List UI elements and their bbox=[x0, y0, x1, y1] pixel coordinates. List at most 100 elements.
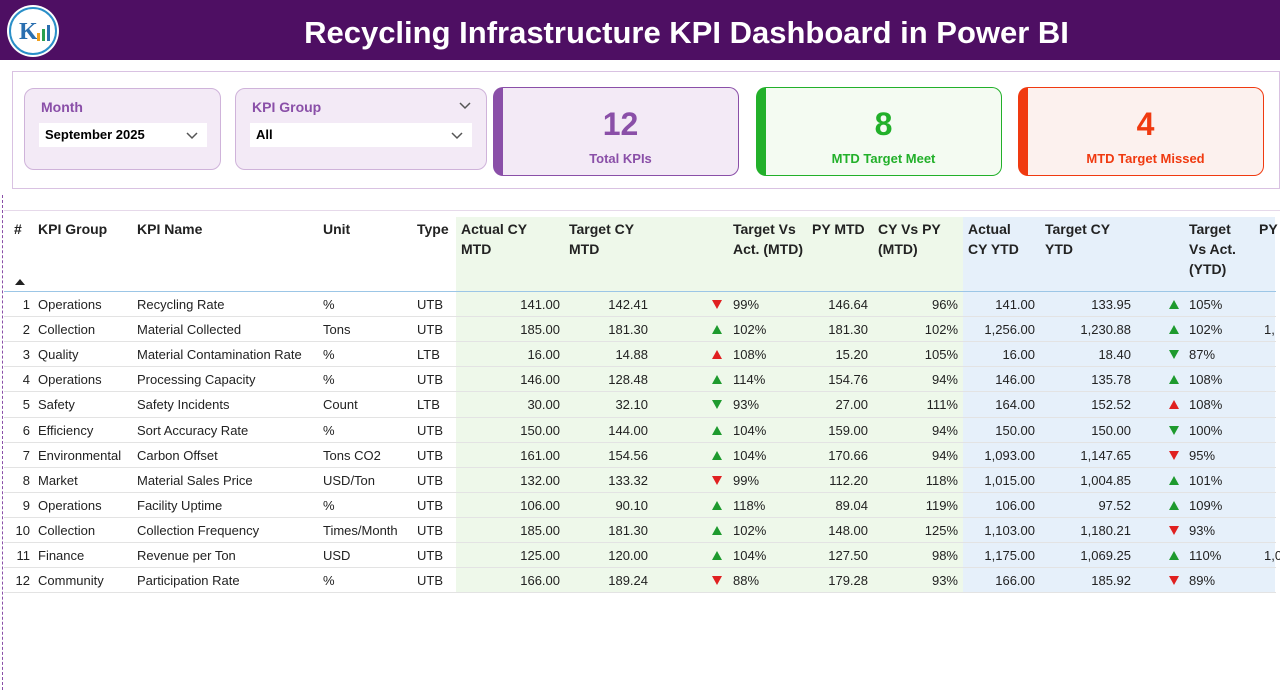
status-arrow bbox=[712, 475, 722, 485]
table-cell: 1,175.00 bbox=[984, 548, 1035, 563]
table-cell: Efficiency bbox=[38, 422, 94, 438]
table-cell: 102% bbox=[733, 522, 767, 538]
table-cell: 94% bbox=[931, 372, 958, 388]
table-cell: 164.00 bbox=[995, 397, 1035, 413]
table-cell: 30.00 bbox=[527, 397, 560, 413]
status-arrow bbox=[712, 300, 722, 309]
table-cell: 166.00 bbox=[520, 573, 560, 589]
table-cell: 179.28 bbox=[828, 573, 868, 589]
table-cell: 88% bbox=[733, 573, 760, 589]
table-cell: 93% bbox=[1189, 522, 1216, 538]
table-cell: 159.00 bbox=[828, 422, 868, 438]
table-cell: 150.00 bbox=[995, 422, 1035, 438]
table-cell: 99% bbox=[733, 472, 760, 488]
table-cell: 10 bbox=[15, 522, 30, 538]
table-cell: UTB bbox=[417, 447, 443, 463]
table-cell: 93% bbox=[931, 573, 958, 589]
column-header[interactable]: Unit bbox=[323, 221, 351, 237]
card-label: Total KPIs bbox=[589, 151, 652, 166]
table-cell: 148.00 bbox=[828, 522, 868, 538]
status-arrow bbox=[712, 425, 722, 435]
chevron bbox=[186, 132, 198, 140]
slicer-value[interactable]: September 2025 bbox=[39, 123, 207, 147]
table-cell: 185.00 bbox=[520, 322, 560, 338]
table-cell: 133.32 bbox=[608, 472, 648, 488]
column-header[interactable]: Target CY MTD bbox=[569, 221, 634, 257]
table-cell: 150.00 bbox=[520, 422, 560, 438]
table-cell: 133.95 bbox=[1091, 297, 1131, 312]
kpi-card: 12 Total KPIs bbox=[493, 87, 739, 176]
table-cell: 5 bbox=[22, 397, 30, 413]
card-label: MTD Target Meet bbox=[831, 151, 936, 166]
table-cell: 104% bbox=[733, 422, 767, 438]
table-cell: Operations bbox=[38, 297, 102, 312]
table-cell: 150.00 bbox=[1091, 422, 1131, 438]
slicer[interactable]: Month September 2025 bbox=[24, 88, 221, 170]
table-cell: UTB bbox=[417, 522, 443, 538]
table-cell: 105% bbox=[1189, 297, 1223, 312]
table-cell: 1,180.21 bbox=[1080, 522, 1131, 538]
table-cell: Operations bbox=[38, 497, 102, 513]
table-cell: 108% bbox=[1189, 372, 1223, 388]
table-cell: LTB bbox=[417, 347, 440, 363]
column-header[interactable]: # bbox=[14, 221, 22, 237]
column-header[interactable]: Target Vs Act. (MTD) bbox=[733, 221, 803, 257]
row-rule bbox=[4, 316, 1276, 318]
column-header[interactable]: Target Vs Act. (YTD) bbox=[1189, 221, 1236, 277]
table-cell: 1,069.25 bbox=[1080, 548, 1131, 563]
table-cell: 110% bbox=[1189, 548, 1222, 563]
table-cell: Facility Uptime bbox=[137, 497, 223, 513]
table-cell: 11 bbox=[16, 548, 31, 563]
column-header[interactable]: KPI Name bbox=[137, 221, 203, 237]
status-arrow bbox=[1169, 325, 1179, 335]
table-cell: 161.00 bbox=[520, 447, 560, 463]
status-arrow bbox=[712, 325, 722, 335]
table-cell: Sort Accuracy Rate bbox=[137, 422, 249, 438]
table-cell: % bbox=[323, 372, 335, 388]
table-cell: 111% bbox=[926, 397, 958, 413]
column-header[interactable]: Actual CY MTD bbox=[461, 221, 527, 257]
table-cell: UTB bbox=[417, 422, 443, 438]
table-cell: 95% bbox=[1189, 447, 1216, 463]
table-cell: Revenue per Ton bbox=[137, 548, 236, 563]
slicer[interactable]: KPI Group All bbox=[235, 88, 487, 170]
logo: K bbox=[7, 5, 59, 57]
table-cell: 166.00 bbox=[995, 573, 1035, 589]
chevron bbox=[451, 132, 463, 140]
table-cell: 93% bbox=[733, 397, 760, 413]
mtd-band bbox=[456, 217, 963, 592]
card-value: 12 bbox=[602, 106, 639, 142]
table-cell: Community bbox=[38, 573, 104, 589]
table-cell: 181.30 bbox=[608, 522, 648, 538]
table-cell: 127.50 bbox=[828, 548, 868, 563]
column-header[interactable]: CY Vs PY (MTD) bbox=[878, 221, 941, 257]
status-arrow bbox=[1169, 525, 1179, 535]
table-cell: Safety bbox=[38, 397, 75, 413]
table-cell: Material Collected bbox=[137, 322, 242, 338]
table-cell: 185.00 bbox=[520, 522, 560, 538]
table-cell: 3 bbox=[22, 347, 30, 363]
column-header[interactable]: Type bbox=[417, 221, 449, 237]
table-cell: Material Sales Price bbox=[137, 472, 253, 488]
table-cell: 16.00 bbox=[527, 347, 560, 363]
slicer-value[interactable]: All bbox=[250, 123, 472, 147]
table-cell: Tons bbox=[323, 322, 351, 338]
table-cell: UTB bbox=[417, 573, 443, 589]
row-rule bbox=[4, 516, 1276, 518]
column-header[interactable]: Actual CY YTD bbox=[968, 221, 1019, 257]
table-cell: 100% bbox=[1189, 422, 1223, 438]
table-cell: 7 bbox=[22, 447, 30, 463]
column-header[interactable]: PY MTD bbox=[812, 221, 865, 237]
column-header[interactable]: Target CY YTD bbox=[1045, 221, 1110, 257]
column-header[interactable]: KPI Group bbox=[38, 221, 108, 237]
svg-text:K: K bbox=[19, 19, 38, 45]
table-cell: 1,230.88 bbox=[1080, 322, 1131, 338]
table-cell: Times/Month bbox=[323, 522, 398, 538]
table-cell: 114% bbox=[733, 372, 766, 388]
table-cell: UTB bbox=[417, 297, 443, 312]
card-value: 4 bbox=[1136, 106, 1155, 142]
status-arrow bbox=[712, 551, 722, 560]
table-cell: 146.64 bbox=[828, 297, 868, 312]
table-cell: 108% bbox=[1189, 397, 1223, 413]
